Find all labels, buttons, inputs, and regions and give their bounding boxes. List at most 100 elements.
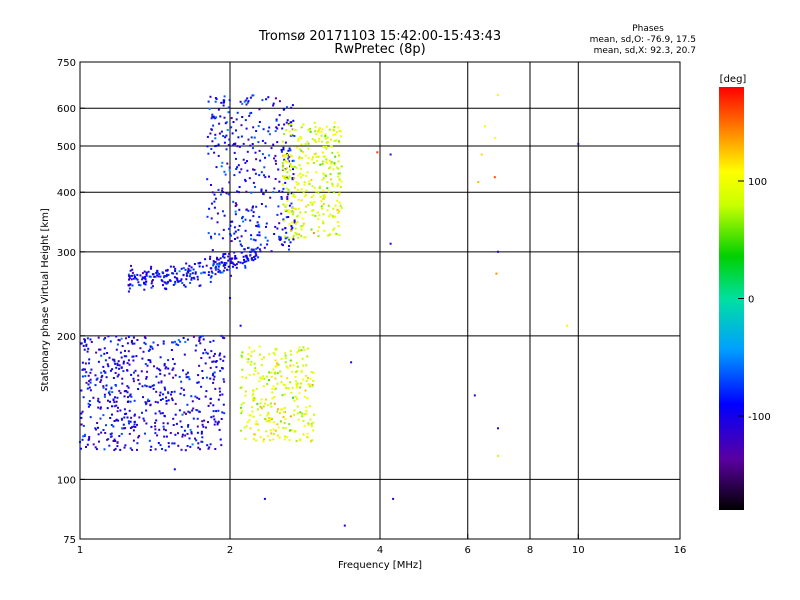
data-point: [278, 100, 281, 103]
data-point: [289, 415, 292, 418]
data-point: [148, 400, 151, 402]
data-point: [169, 432, 172, 434]
data-point: [230, 274, 232, 277]
data-point: [333, 121, 336, 124]
data-point: [180, 278, 183, 281]
data-point: [227, 193, 230, 195]
data-point: [263, 166, 266, 169]
data-point: [296, 412, 299, 415]
data-point: [110, 424, 113, 426]
data-point: [204, 395, 207, 398]
data-point: [330, 178, 333, 181]
data-point: [275, 162, 277, 165]
data-point: [211, 249, 214, 252]
data-point: [210, 128, 213, 131]
data-point: [322, 189, 325, 192]
data-point: [140, 370, 143, 373]
data-point: [257, 125, 260, 128]
data-point: [258, 174, 261, 177]
data-point: [151, 346, 153, 349]
data-point: [286, 171, 289, 174]
data-point: [244, 218, 247, 221]
data-point: [171, 368, 174, 371]
data-point: [190, 395, 193, 398]
data-point: [281, 140, 284, 143]
data-point: [159, 391, 162, 394]
data-point: [97, 360, 100, 363]
data-point: [209, 267, 212, 270]
data-point: [240, 235, 243, 238]
data-point: [310, 371, 313, 373]
data-point: [240, 168, 243, 171]
data-point: [309, 130, 312, 133]
data-point: [95, 428, 97, 431]
data-point: [257, 223, 260, 226]
data-point: [105, 424, 107, 427]
data-point: [103, 393, 106, 396]
data-point: [243, 426, 246, 429]
data-point: [339, 130, 342, 133]
data-point: [259, 405, 262, 408]
x-tick-label: 6: [465, 545, 471, 556]
data-point: [117, 338, 120, 341]
data-point: [328, 167, 331, 170]
data-point: [202, 352, 205, 355]
data-point: [219, 193, 222, 196]
data-point: [151, 273, 154, 276]
data-point: [255, 205, 258, 208]
data-point: [324, 133, 327, 136]
data-point: [241, 217, 243, 220]
data-point: [155, 375, 158, 378]
data-point: [303, 413, 306, 416]
data-point: [191, 400, 194, 403]
data-point: [297, 137, 300, 140]
data-point: [115, 400, 118, 403]
data-point: [95, 448, 98, 451]
data-point: [307, 162, 310, 165]
colorbar-label: [deg]: [720, 74, 747, 85]
data-point: [165, 400, 168, 402]
data-point: [209, 255, 212, 258]
data-point: [106, 352, 109, 354]
data-point: [210, 270, 213, 273]
data-point: [233, 251, 236, 254]
data-point: [312, 429, 315, 432]
data-point: [171, 442, 174, 445]
data-point: [183, 394, 186, 397]
data-point: [269, 417, 272, 420]
data-point: [329, 138, 332, 141]
data-point: [151, 280, 154, 283]
data-point: [89, 389, 92, 392]
data-point: [161, 448, 163, 450]
data-point: [179, 392, 182, 395]
data-point: [338, 140, 340, 143]
data-point: [216, 212, 219, 215]
data-point: [293, 409, 296, 412]
data-point: [328, 215, 330, 218]
data-point: [279, 238, 282, 241]
x-axis-label: Frequency [MHz]: [338, 560, 422, 571]
data-point: [210, 217, 213, 220]
data-point: [272, 102, 275, 105]
data-point: [130, 416, 133, 419]
data-point: [392, 497, 395, 500]
data-point: [263, 174, 265, 177]
data-point: [206, 444, 209, 447]
data-point: [265, 222, 268, 225]
data-point: [269, 420, 272, 423]
data-point: [321, 160, 324, 163]
data-point: [125, 390, 128, 392]
data-point: [110, 387, 113, 390]
data-point: [337, 160, 340, 163]
data-point: [253, 398, 256, 401]
data-point: [322, 155, 325, 158]
colorbar-tick-label: 0: [748, 295, 754, 306]
data-point: [290, 202, 293, 205]
data-point: [103, 347, 106, 350]
data-point: [261, 139, 264, 142]
data-point: [124, 427, 127, 430]
data-point: [113, 401, 116, 404]
data-point: [340, 165, 343, 168]
data-point: [254, 367, 257, 370]
data-point: [290, 429, 293, 431]
